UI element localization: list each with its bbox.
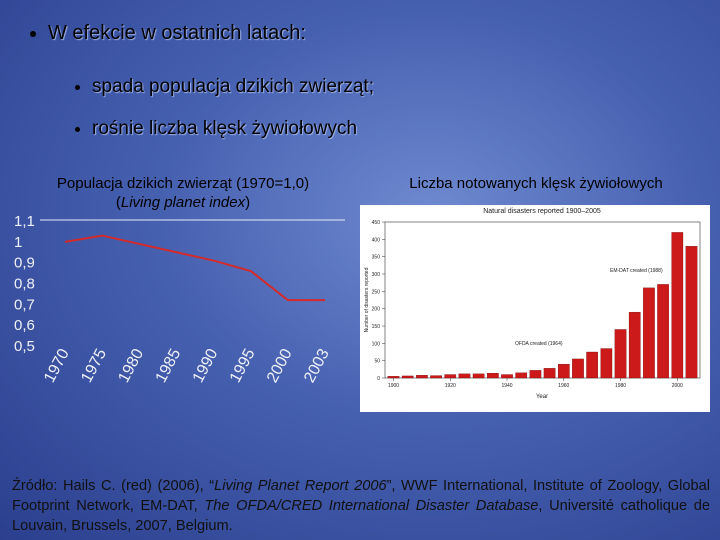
bar	[416, 375, 428, 379]
y-tick-label: 1	[14, 234, 22, 251]
text: Źródło: Hails C. (red) (2006), “	[12, 478, 215, 494]
bar	[685, 246, 698, 379]
text: , Université catholique de Louvain, Brus…	[12, 498, 710, 534]
text: The OFDA/CRED International Disaster Dat…	[204, 498, 539, 514]
bar	[643, 287, 655, 379]
text: )	[245, 194, 250, 211]
bar	[628, 311, 641, 379]
x-tick-label: 2003	[301, 346, 333, 385]
y-axis-label: Number of disasters reported	[364, 267, 370, 332]
y-tick-label: 0,7	[14, 296, 35, 313]
bar	[671, 232, 684, 379]
bar	[458, 373, 471, 379]
y-tick-label: 50	[374, 359, 380, 365]
y-tick-label: 1,1	[14, 213, 35, 230]
bullet: rośnie liczba klęsk żywiołowych	[92, 108, 374, 150]
y-tick-label: 400	[372, 237, 381, 243]
y-tick-label: 150	[372, 324, 381, 330]
y-tick-label: 0,9	[14, 255, 35, 272]
text: ”, WWF International, Institute of Zoolo…	[12, 478, 710, 514]
bar	[472, 373, 485, 379]
y-tick-label: 0,8	[14, 276, 35, 293]
y-tick-label: 300	[372, 272, 381, 278]
x-tick-label: 1960	[558, 383, 569, 389]
bar	[657, 284, 669, 379]
x-tick-label: 1980	[615, 383, 626, 389]
y-tick-label: 100	[372, 341, 381, 347]
bar	[387, 376, 400, 379]
bar	[614, 329, 627, 379]
bar	[444, 374, 457, 379]
sub-bullet-list: spada populacja dzikich zwierząt; rośnie…	[0, 66, 374, 150]
bar	[430, 375, 442, 379]
x-tick-label: 2000	[264, 346, 296, 385]
annotation: OFDA created (1964)	[515, 341, 563, 347]
bar	[586, 351, 598, 379]
chart-title: Natural disasters reported 1900–2005	[483, 208, 601, 215]
bar	[600, 348, 613, 379]
bar	[557, 363, 570, 379]
y-tick-label: 450	[372, 220, 381, 226]
x-tick-label: 1990	[190, 346, 222, 385]
y-tick-label: 350	[372, 255, 381, 261]
x-tick-label: 1920	[445, 383, 456, 389]
chart-subtitle: (Living planet index)	[116, 194, 250, 211]
x-tick-label: 1940	[501, 383, 512, 389]
text: Living Planet Report 2006	[214, 478, 387, 494]
source: Źródło: Hails C. (red) (2006), “Living P…	[12, 476, 710, 536]
text: Living planet index	[121, 194, 246, 211]
bar	[487, 372, 499, 379]
bullet-list: W efekcie w ostatnich latach:	[0, 22, 306, 45]
charts: Populacja dzikich zwierząt (1970=1,0) (L…	[14, 175, 701, 400]
bar	[572, 358, 584, 379]
bar	[501, 374, 513, 379]
bullet: spada populacja dzikich zwierząt;	[92, 66, 374, 108]
x-tick-label: 2000	[672, 383, 683, 389]
chart-title: Populacja dzikich zwierząt (1970=1,0)	[57, 175, 309, 192]
text: (	[116, 194, 121, 211]
x-tick-label: 1900	[388, 383, 399, 389]
bar	[543, 368, 556, 379]
x-tick-label: 1975	[78, 346, 110, 385]
x-tick-label: 1970	[41, 346, 73, 385]
x-axis-label: Year	[536, 394, 548, 400]
y-tick-label: 0	[377, 376, 380, 382]
y-tick-label: 250	[372, 289, 381, 295]
x-tick-label: 1980	[115, 346, 147, 385]
heading: Liczba notowanych klęsk żywiołowych	[409, 175, 662, 192]
annotation: EM-DAT created (1988)	[610, 268, 663, 274]
x-tick-label: 1995	[227, 346, 259, 385]
x-tick-label: 1985	[153, 346, 185, 385]
bullet: W efekcie w ostatnich latach:	[48, 22, 306, 45]
y-tick-label: 0,6	[14, 317, 35, 334]
plot-frame	[384, 221, 701, 379]
line	[64, 234, 325, 302]
y-tick-label: 0,5	[14, 338, 35, 355]
y-tick-label: 200	[372, 307, 381, 313]
bar	[529, 370, 542, 379]
bar	[401, 375, 414, 379]
bar	[515, 372, 528, 379]
